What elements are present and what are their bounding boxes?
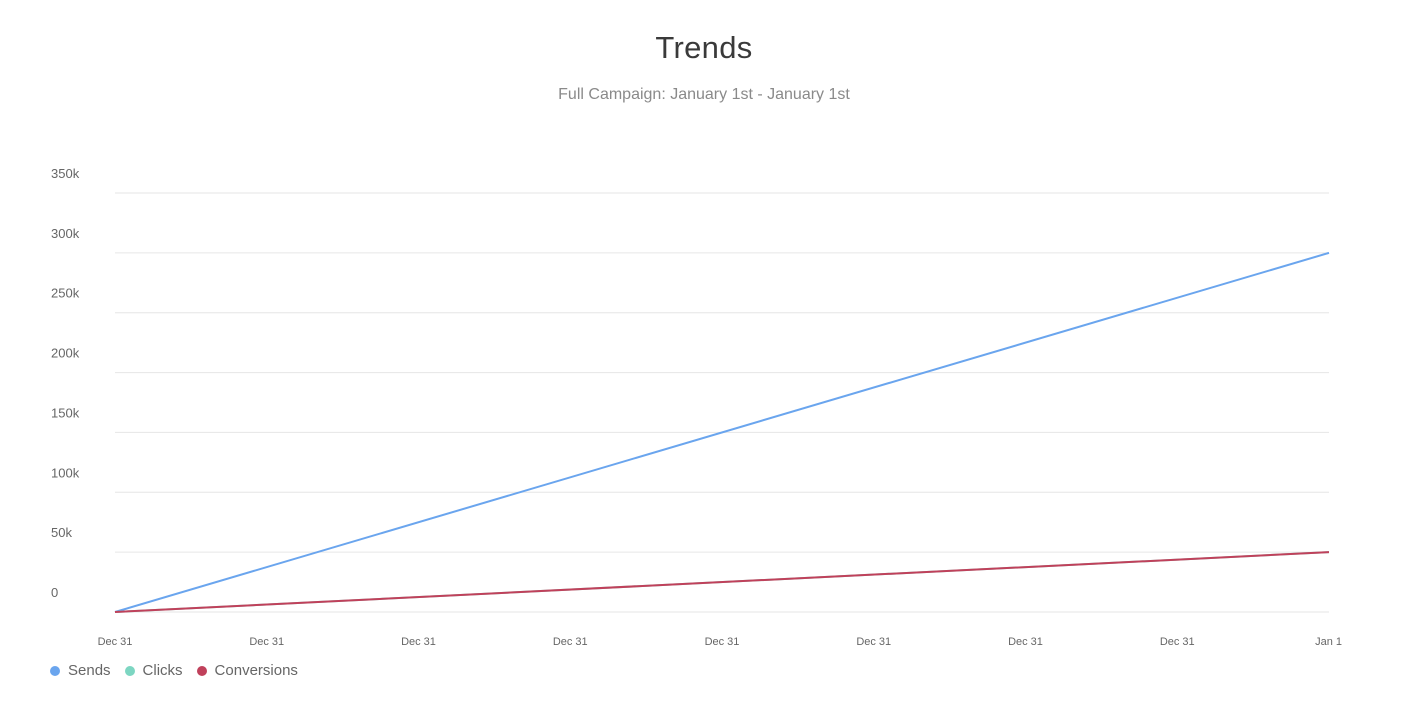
x-tick-label: Dec 31 (705, 636, 740, 648)
x-tick-label: Jan 1 (1315, 636, 1342, 648)
series-line-conversions (114, 551, 1330, 613)
legend-item-clicks[interactable]: Clicks (124, 662, 183, 679)
legend-label: Sends (68, 662, 111, 679)
legend-label: Conversions (214, 662, 298, 679)
legend-dot-icon (196, 665, 207, 676)
x-tick-label: Dec 31 (98, 636, 133, 648)
chart-legend: Sends Clicks Conversions (50, 662, 312, 679)
chart-subtitle: Full Campaign: January 1st - January 1st (558, 86, 850, 103)
legend-item-sends[interactable]: Sends (50, 662, 111, 679)
x-tick-label: Dec 31 (856, 636, 891, 648)
y-tick-label: 250k (51, 286, 80, 301)
legend-item-conversions[interactable]: Conversions (196, 662, 298, 679)
legend-dot-icon (124, 665, 135, 676)
y-tick-label: 0 (51, 585, 58, 600)
y-axis-ticks: 0 50k 100k 150k 200k 250k 300k 350k (51, 166, 80, 600)
series-line-sends (114, 251, 1330, 613)
y-tick-label: 100k (51, 465, 80, 480)
x-tick-label: Dec 31 (249, 636, 284, 648)
series-lines (114, 251, 1330, 613)
legend-dot-icon (50, 665, 60, 676)
x-tick-label: Dec 31 (553, 636, 588, 648)
y-tick-label: 300k (51, 226, 80, 241)
x-tick-label: Dec 31 (1008, 636, 1043, 648)
grid-lines (115, 192, 1329, 613)
y-tick-label: 150k (51, 405, 80, 420)
x-axis-ticks: Dec 31 Dec 31 Dec 31 Dec 31 Dec 31 Dec 31 Dec … (98, 636, 1342, 648)
y-tick-label: 350k (51, 166, 80, 181)
chart-title: Trends (655, 30, 753, 65)
y-tick-label: 50k (51, 525, 72, 540)
x-tick-label: Dec 31 (401, 636, 436, 648)
x-tick-label: Dec 31 (1160, 636, 1195, 648)
legend-label: Clicks (142, 662, 183, 679)
y-tick-label: 200k (51, 346, 80, 361)
